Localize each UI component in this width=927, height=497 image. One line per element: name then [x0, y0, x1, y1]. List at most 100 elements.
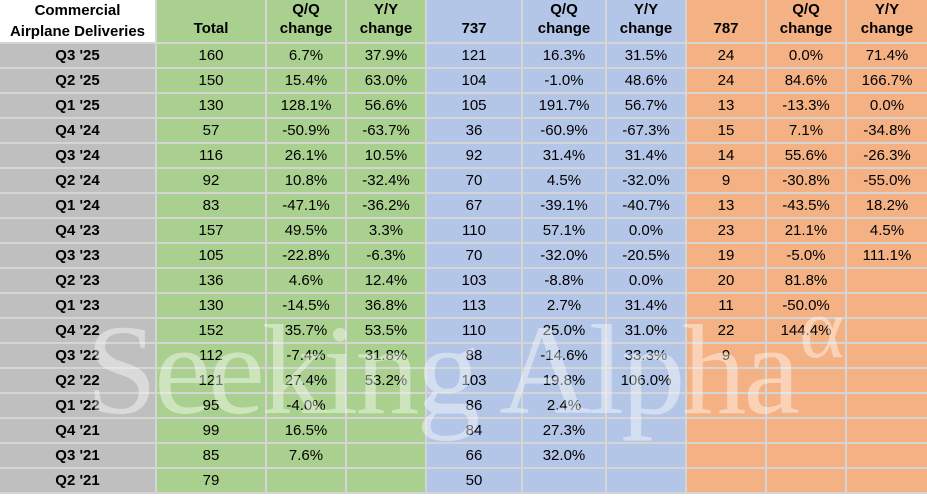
table-cell: [687, 444, 767, 469]
table-cell: [847, 294, 927, 319]
table-cell: [767, 444, 847, 469]
table-cell: -8.8%: [523, 269, 607, 294]
table-cell: [687, 394, 767, 419]
row-label: Q3 '21: [0, 444, 157, 469]
table-cell: [347, 444, 427, 469]
table-cell: 105: [157, 244, 267, 269]
table-title-line: Commercial: [34, 2, 121, 19]
table-cell: [767, 469, 847, 494]
table-cell: 84: [427, 419, 523, 444]
table-cell: [607, 469, 687, 494]
table-cell: 160: [157, 44, 267, 69]
table-cell: 106.0%: [607, 369, 687, 394]
table-cell: 110: [427, 319, 523, 344]
col-header-787-qq-change: Q/Q change: [767, 0, 847, 44]
row-label: Q1 '22: [0, 394, 157, 419]
table-cell: 70: [427, 244, 523, 269]
table-cell: [767, 419, 847, 444]
table-cell: 121: [427, 44, 523, 69]
table-cell: -43.5%: [767, 194, 847, 219]
table-cell: 18.2%: [847, 194, 927, 219]
table-cell: -32.0%: [523, 244, 607, 269]
table-cell: 57.1%: [523, 219, 607, 244]
table-cell: 16.3%: [523, 44, 607, 69]
table-cell: -14.5%: [267, 294, 347, 319]
row-label: Q4 '21: [0, 419, 157, 444]
table-cell: 130: [157, 94, 267, 119]
table-cell: [687, 469, 767, 494]
table-cell: [607, 444, 687, 469]
row-label: Q4 '23: [0, 219, 157, 244]
col-header-label: Q/Q change: [537, 1, 591, 37]
row-label: Q1 '25: [0, 94, 157, 119]
table-cell: 11: [687, 294, 767, 319]
table-cell: 7.6%: [267, 444, 347, 469]
col-header-label: 737: [461, 20, 487, 37]
table-cell: [847, 394, 927, 419]
table-cell: -60.9%: [523, 119, 607, 144]
table-cell: 20: [687, 269, 767, 294]
table-cell: 2.7%: [523, 294, 607, 319]
table-cell: 36.8%: [347, 294, 427, 319]
table-cell: 48.6%: [607, 69, 687, 94]
table-cell: -22.8%: [267, 244, 347, 269]
table-cell: [847, 469, 927, 494]
table-cell: 4.5%: [847, 219, 927, 244]
table-cell: [347, 469, 427, 494]
table-cell: 116: [157, 144, 267, 169]
table-cell: 33.3%: [607, 344, 687, 369]
row-label: Q3 '23: [0, 244, 157, 269]
table-cell: [267, 469, 347, 494]
table-cell: [347, 394, 427, 419]
table-cell: -13.3%: [767, 94, 847, 119]
table-cell: [347, 419, 427, 444]
row-label: Q2 '21: [0, 469, 157, 494]
table-cell: -32.4%: [347, 169, 427, 194]
table-cell: -39.1%: [523, 194, 607, 219]
table-cell: [847, 444, 927, 469]
table-cell: -7.4%: [267, 344, 347, 369]
table-cell: 99: [157, 419, 267, 444]
table-cell: -5.0%: [767, 244, 847, 269]
table-cell: 56.7%: [607, 94, 687, 119]
table-cell: -55.0%: [847, 169, 927, 194]
col-header-label: Y/Y change: [359, 1, 413, 37]
table-cell: 9: [687, 169, 767, 194]
row-label: Q4 '22: [0, 319, 157, 344]
table-cell: 27.4%: [267, 369, 347, 394]
table-cell: 10.5%: [347, 144, 427, 169]
table-cell: [767, 369, 847, 394]
table-title-line: Airplane Deliveries: [9, 23, 146, 40]
table-cell: 6.7%: [267, 44, 347, 69]
table-cell: [847, 319, 927, 344]
table-cell: 191.7%: [523, 94, 607, 119]
row-label: Q2 '25: [0, 69, 157, 94]
col-header-787: 787: [687, 0, 767, 44]
col-header-total-yy-change: Y/Y change: [347, 0, 427, 44]
table-cell: -47.1%: [267, 194, 347, 219]
table-cell: 24: [687, 69, 767, 94]
table-cell: [607, 419, 687, 444]
col-header-label: Q/Q change: [279, 1, 333, 37]
table-cell: [847, 369, 927, 394]
table-cell: -30.8%: [767, 169, 847, 194]
table-cell: 128.1%: [267, 94, 347, 119]
row-label: Q3 '25: [0, 44, 157, 69]
table-cell: 103: [427, 369, 523, 394]
table-cell: 37.9%: [347, 44, 427, 69]
table-cell: 14: [687, 144, 767, 169]
table-cell: -36.2%: [347, 194, 427, 219]
table-cell: 104: [427, 69, 523, 94]
table-cell: 112: [157, 344, 267, 369]
table-cell: 3.3%: [347, 219, 427, 244]
table-cell: 0.0%: [607, 219, 687, 244]
row-label: Q2 '22: [0, 369, 157, 394]
table-cell: [523, 469, 607, 494]
table-cell: -67.3%: [607, 119, 687, 144]
table-cell: 121: [157, 369, 267, 394]
table-cell: 16.5%: [267, 419, 347, 444]
table-cell: 31.4%: [607, 294, 687, 319]
table-cell: 32.0%: [523, 444, 607, 469]
table-cell: 26.1%: [267, 144, 347, 169]
table-cell: -6.3%: [347, 244, 427, 269]
